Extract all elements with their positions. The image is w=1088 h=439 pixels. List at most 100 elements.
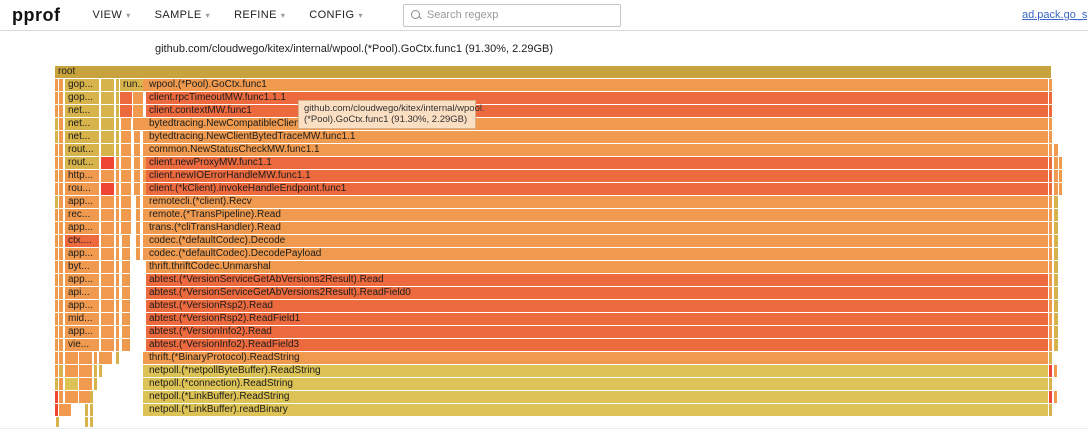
- flame-box-fragment[interactable]: [59, 326, 63, 338]
- flame-box-fragment[interactable]: [101, 326, 114, 338]
- flame-box-fragment[interactable]: [121, 144, 131, 156]
- flame-box[interactable]: abtest.(*VersionInfo2).Read: [146, 326, 1048, 338]
- flame-box[interactable]: net...: [65, 131, 99, 143]
- flame-box-fragment[interactable]: [1049, 391, 1052, 403]
- flame-box-fragment[interactable]: [1059, 183, 1062, 195]
- flame-box-fragment[interactable]: [116, 131, 119, 143]
- flame-box-fragment[interactable]: [1049, 378, 1052, 390]
- flame-box-fragment[interactable]: [143, 352, 146, 364]
- flame-box-fragment[interactable]: [101, 274, 114, 286]
- flame-box-fragment[interactable]: [116, 157, 119, 169]
- flame-box[interactable]: app...: [65, 248, 99, 260]
- menu-sample[interactable]: SAMPLE ▾: [143, 9, 222, 21]
- flame-box-fragment[interactable]: [116, 222, 119, 234]
- flame-box[interactable]: abtest.(*VersionRsp2).ReadField1: [146, 313, 1048, 325]
- flame-box-fragment[interactable]: [99, 365, 102, 377]
- flame-box-fragment[interactable]: [143, 170, 146, 182]
- flame-box[interactable]: mid...: [65, 313, 99, 325]
- flame-box-fragment[interactable]: [121, 170, 131, 182]
- flame-box[interactable]: app...: [65, 196, 99, 208]
- flame-box-fragment[interactable]: [90, 417, 93, 427]
- flame-box-fragment[interactable]: [94, 352, 97, 364]
- flame-box-fragment[interactable]: [59, 274, 63, 286]
- flame-box-fragment[interactable]: [134, 157, 140, 169]
- flame-box-fragment[interactable]: [1049, 352, 1052, 364]
- flame-box-fragment[interactable]: [55, 339, 58, 351]
- flame-box-fragment[interactable]: [55, 222, 58, 234]
- flame-box-fragment[interactable]: [101, 209, 114, 221]
- flame-box-fragment[interactable]: [121, 209, 131, 221]
- flame-box-fragment[interactable]: [116, 196, 119, 208]
- flame-box-fragment[interactable]: [143, 196, 146, 208]
- flame-box-fragment[interactable]: [1049, 144, 1052, 156]
- flame-box-fragment[interactable]: [55, 105, 58, 117]
- flame-box[interactable]: remote.(*TransPipeline).Read: [146, 209, 1048, 221]
- flame-box-fragment[interactable]: [55, 183, 58, 195]
- flame-box-fragment[interactable]: [1054, 300, 1058, 312]
- flame-box-fragment[interactable]: [59, 157, 63, 169]
- flame-box-fragment[interactable]: [122, 235, 130, 247]
- flame-box-fragment[interactable]: [143, 235, 146, 247]
- flame-box-fragment[interactable]: [122, 287, 130, 299]
- flame-box-fragment[interactable]: [133, 92, 143, 104]
- flame-box[interactable]: bytedtracing.NewClientBytedTraceMW.func1…: [146, 131, 1048, 143]
- search-input[interactable]: [426, 9, 620, 21]
- flame-box[interactable]: thrift.thriftCodec.Unmarshal: [146, 261, 1048, 273]
- flame-box[interactable]: client.rpcTimeoutMW.func1.1.1: [146, 92, 1048, 104]
- flame-box-fragment[interactable]: [143, 222, 146, 234]
- flame-box-fragment[interactable]: [121, 183, 131, 195]
- flame-box-fragment[interactable]: [1059, 170, 1062, 182]
- flame-box-fragment[interactable]: [1054, 339, 1058, 351]
- flame-box[interactable]: abtest.(*VersionServiceGetAbVersions2Res…: [146, 274, 1048, 286]
- flame-box-fragment[interactable]: [55, 326, 58, 338]
- flame-box-fragment[interactable]: [136, 209, 140, 221]
- flame-box-fragment[interactable]: [59, 248, 63, 260]
- flame-box[interactable]: rout...: [65, 144, 99, 156]
- flame-box-fragment[interactable]: [121, 131, 131, 143]
- flame-box-fragment[interactable]: [121, 157, 131, 169]
- flame-box-fragment[interactable]: [116, 92, 119, 104]
- flame-box-fragment[interactable]: [101, 287, 114, 299]
- flame-box[interactable]: rout...: [65, 157, 99, 169]
- flame-box-fragment[interactable]: [55, 209, 58, 221]
- flame-box[interactable]: gop...: [65, 79, 99, 91]
- flame-box-fragment[interactable]: [55, 404, 58, 416]
- flame-box-fragment[interactable]: [1054, 144, 1058, 156]
- flame-box-fragment[interactable]: [1049, 235, 1052, 247]
- flame-box[interactable]: run...: [120, 79, 143, 91]
- flame-box-fragment[interactable]: [101, 118, 114, 130]
- flame-box[interactable]: vie...: [65, 339, 99, 351]
- flame-box-fragment[interactable]: [1049, 248, 1052, 260]
- flame-box-fragment[interactable]: [122, 300, 130, 312]
- flame-box-fragment[interactable]: [79, 352, 92, 364]
- flame-box-fragment[interactable]: [101, 131, 114, 143]
- flame-box[interactable]: rou...: [65, 183, 99, 195]
- flame-box-fragment[interactable]: [94, 365, 97, 377]
- flame-box-fragment[interactable]: [59, 92, 63, 104]
- flame-box-fragment[interactable]: [90, 404, 93, 416]
- flame-box-fragment[interactable]: [143, 183, 146, 195]
- flame-box-fragment[interactable]: [101, 248, 114, 260]
- flame-box-fragment[interactable]: [59, 300, 63, 312]
- flame-box-fragment[interactable]: [116, 209, 119, 221]
- menu-view[interactable]: VIEW ▾: [80, 9, 142, 21]
- flame-box[interactable]: net...: [65, 118, 99, 130]
- flame-box-fragment[interactable]: [1054, 391, 1057, 403]
- flame-box-fragment[interactable]: [116, 261, 119, 273]
- flame-box-fragment[interactable]: [1054, 222, 1058, 234]
- flame-box-fragment[interactable]: [65, 365, 78, 377]
- flame-box-fragment[interactable]: [55, 378, 58, 390]
- flame-box-fragment[interactable]: [101, 235, 114, 247]
- flame-box-fragment[interactable]: [116, 183, 119, 195]
- flame-box[interactable]: gop...: [65, 92, 99, 104]
- flame-box-fragment[interactable]: [143, 144, 146, 156]
- flame-box-fragment[interactable]: [101, 170, 114, 182]
- flame-box-fragment[interactable]: [59, 222, 63, 234]
- flame-box[interactable]: codec.(*defaultCodec).DecodePayload: [146, 248, 1048, 260]
- flame-box-fragment[interactable]: [133, 105, 143, 117]
- flame-box-fragment[interactable]: [1059, 157, 1062, 169]
- flame-box-fragment[interactable]: [122, 313, 130, 325]
- flame-box-fragment[interactable]: [136, 248, 140, 260]
- flame-box-fragment[interactable]: [55, 391, 58, 403]
- flame-box[interactable]: trans.(*cliTransHandler).Read: [146, 222, 1048, 234]
